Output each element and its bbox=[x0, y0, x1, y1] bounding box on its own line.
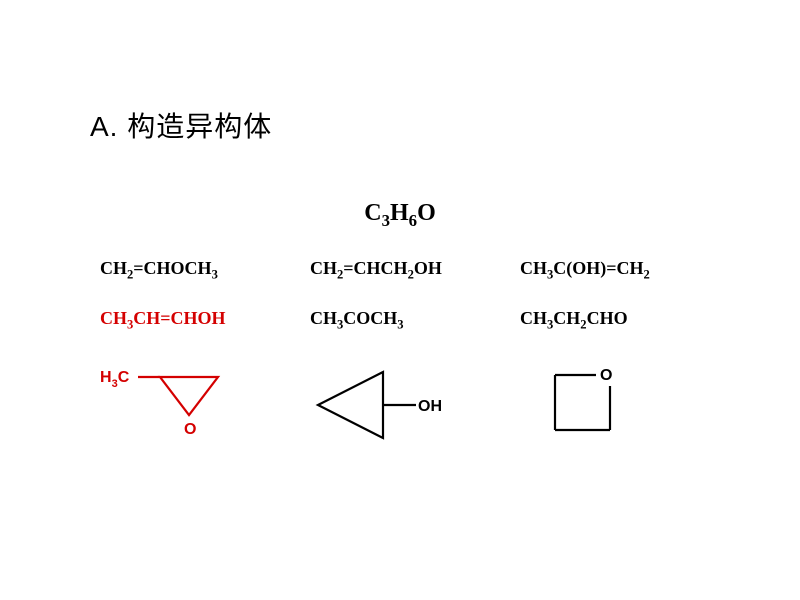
structure-oxetane: O bbox=[540, 360, 660, 450]
slide: A. 构造异构体 C3H6O CH2=CHOCH3 CH2=CHCH2OH CH… bbox=[0, 0, 800, 600]
isomer-3: CH3C(OH)=CH2 bbox=[520, 258, 730, 283]
hydroxyl-label: OH bbox=[418, 398, 442, 415]
isomer-6: CH3CH2CHO bbox=[520, 308, 730, 333]
frag: 3 bbox=[212, 268, 218, 282]
frag: CH bbox=[520, 258, 547, 278]
frag: 2 bbox=[644, 268, 650, 282]
isomer-row-1: CH2=CHOCH3 CH2=CHCH2OH CH3C(OH)=CH2 bbox=[100, 258, 740, 283]
frag: COCH bbox=[343, 308, 397, 328]
frag: =CHOCH bbox=[133, 258, 211, 278]
frag: =CHCH bbox=[343, 258, 407, 278]
formula-h-n: 6 bbox=[409, 211, 417, 230]
frag: 3 bbox=[397, 318, 403, 332]
oxygen-label: O bbox=[600, 367, 612, 384]
formula-c: C bbox=[364, 200, 381, 226]
ring-structures-row: H3C O OH bbox=[100, 360, 740, 450]
section-title: A. 构造异构体 bbox=[90, 105, 272, 145]
isomer-2: CH2=CHCH2OH bbox=[310, 258, 520, 283]
oxetane-drawing: O bbox=[555, 367, 612, 430]
structure-methyl-epoxide: H3C O bbox=[98, 360, 258, 450]
molecular-formula: C3H6O bbox=[0, 200, 800, 231]
epoxide-ring bbox=[160, 377, 218, 415]
frag: CH bbox=[310, 258, 337, 278]
frag: CH bbox=[553, 308, 580, 328]
formula-h: H bbox=[390, 200, 409, 226]
epoxide-drawing: H3C O bbox=[100, 369, 218, 438]
frag: CH=CHOH bbox=[133, 308, 225, 328]
frag: CH bbox=[100, 308, 127, 328]
frag: C(OH)=CH bbox=[553, 258, 643, 278]
cyclopropane-ring bbox=[318, 372, 383, 438]
methyl-label: H3C bbox=[100, 369, 130, 390]
isomer-4: CH3CH=CHOH bbox=[100, 308, 310, 333]
frag: CHO bbox=[587, 308, 628, 328]
frag: CH bbox=[310, 308, 337, 328]
oxygen-label: O bbox=[184, 421, 196, 438]
formula-c-n: 3 bbox=[382, 211, 390, 230]
isomer-1: CH2=CHOCH3 bbox=[100, 258, 310, 283]
frag: OH bbox=[414, 258, 442, 278]
isomer-row-2: CH3CH=CHOH CH3COCH3 CH3CH2CHO bbox=[100, 308, 740, 333]
frag: CH bbox=[520, 308, 547, 328]
isomer-5: CH3COCH3 bbox=[310, 308, 520, 333]
cyclopropanol-drawing: OH bbox=[318, 372, 442, 438]
structure-cyclopropanol: OH bbox=[298, 360, 478, 450]
formula-o: O bbox=[417, 200, 436, 226]
frag: CH bbox=[100, 258, 127, 278]
